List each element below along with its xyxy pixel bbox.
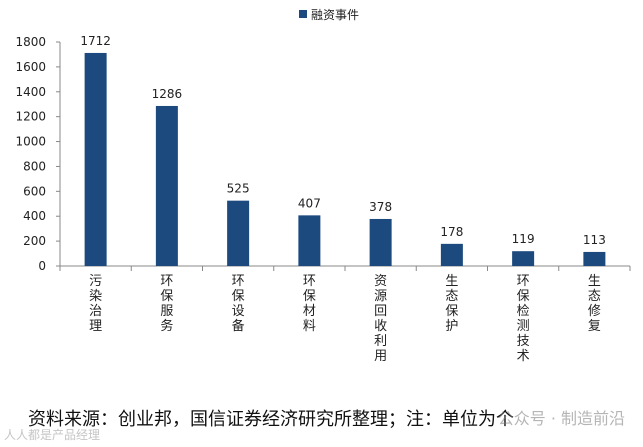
y-tick-label: 1600 (15, 60, 46, 74)
legend: 融资事件 (299, 8, 359, 22)
bar (440, 243, 463, 266)
category-label: 资源回收利用 (374, 274, 387, 364)
y-tick-label: 800 (23, 159, 46, 173)
y-tick-label: 1000 (15, 135, 46, 149)
data-labels: 1712 1286 525 407 378 178 119 113 (80, 34, 605, 247)
data-label: 119 (512, 232, 535, 246)
data-label: 178 (440, 225, 463, 239)
category-label-text: 资源回收利用 (374, 274, 387, 364)
y-tick-label: 0 (38, 259, 46, 273)
data-label: 378 (369, 200, 392, 214)
y-tick-label: 1400 (15, 85, 46, 99)
category-label-text: 环保检测技术 (517, 274, 530, 364)
y-tick-label: 600 (23, 184, 46, 198)
y-tick-label: 200 (23, 234, 46, 248)
bars (84, 52, 606, 266)
bar (369, 218, 392, 266)
category-label: 环保检测技术 (517, 274, 530, 364)
category-label: 生态保护 (445, 274, 458, 334)
source-note: 资料来源：创业邦，国信证券经济研究所整理；注：单位为个 (28, 409, 514, 430)
y-axis: 0 200 400 600 800 1000 1200 1400 1600 1800 (15, 35, 61, 273)
y-tick-label: 1200 (15, 110, 46, 124)
bar (84, 52, 107, 266)
data-label: 113 (583, 233, 606, 247)
bar (298, 215, 321, 266)
data-label: 1712 (80, 34, 111, 48)
legend-label: 融资事件 (311, 8, 359, 22)
category-label: 环保材料 (303, 274, 316, 334)
bar (227, 200, 250, 266)
bar (583, 251, 606, 266)
watermark-left: 人人都是产品经理 (4, 428, 101, 442)
bar (155, 105, 178, 266)
y-tick-label: 400 (23, 209, 46, 223)
category-label-text: 环保服务 (160, 274, 173, 334)
data-label: 525 (227, 182, 250, 196)
y-tick-label: 1800 (15, 35, 46, 49)
watermark-right: 公众号 · 制造前沿 (497, 409, 625, 428)
category-label-text: 生态保护 (445, 274, 458, 334)
data-label: 1286 (152, 87, 183, 101)
legend-swatch (299, 10, 307, 18)
category-labels: 污染治理 环保服务 环保设备 环保材料 资源回收利用 生态保护 环保检测技术 生态修复 (89, 274, 601, 364)
category-label-text: 环保设备 (232, 274, 245, 334)
category-label: 生态修复 (588, 274, 601, 334)
category-label: 环保设备 (232, 274, 245, 334)
category-label: 环保服务 (160, 274, 173, 334)
category-label-text: 生态修复 (588, 274, 601, 334)
x-axis (59, 265, 631, 271)
bar (512, 251, 535, 266)
category-label-text: 环保材料 (303, 274, 316, 334)
category-label-text: 污染治理 (89, 274, 102, 334)
category-label: 污染治理 (89, 274, 102, 334)
data-label: 407 (298, 196, 321, 210)
bar-chart: 融资事件 0 200 400 600 800 1000 1200 1400 1600 1800 1… (15, 8, 631, 364)
